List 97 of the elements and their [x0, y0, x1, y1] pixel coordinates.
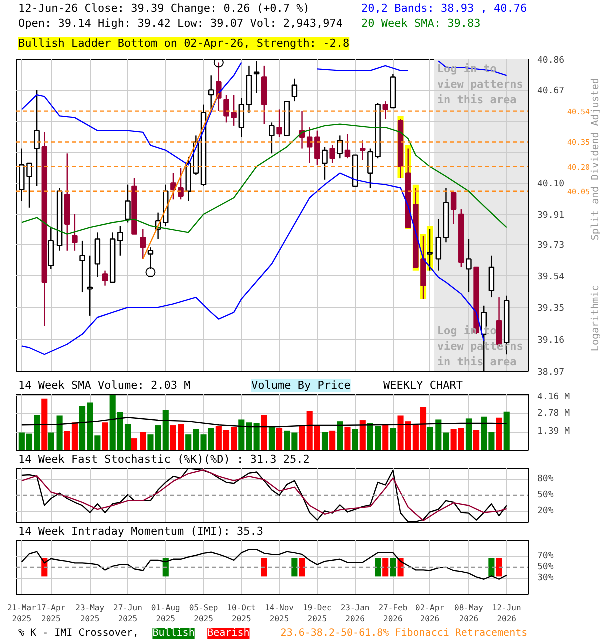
candlestick: [34, 90, 40, 188]
y-tick-label: 4.16 M: [538, 392, 571, 402]
text: Open: 39.14 High: 39.42 Low: 39.07 Vol: 2,943,974: [18, 17, 344, 30]
line-series: [21, 549, 508, 580]
bar: [330, 430, 336, 450]
bar: [322, 432, 328, 450]
y-tick-label: 50%: [538, 490, 554, 500]
y-tick-label: 40.86: [538, 56, 565, 66]
bar: [337, 422, 344, 450]
candlestick: [344, 133, 351, 160]
candlestick: [488, 255, 495, 298]
legend-title: % K - IMI Crossover,: [18, 628, 139, 639]
x-tick-label: 14-Nov 2025: [265, 604, 294, 624]
x-tick-label: 27-Feb 2026: [378, 604, 408, 624]
y-tick-label: 38.97: [538, 368, 565, 378]
chart-title: 14 Week SMA Volume: 2.03 M: [18, 379, 192, 392]
bar: [42, 398, 48, 450]
y-tick-label: 80%: [538, 474, 554, 484]
text: 12-Jun-26 Close: 39.39 Change: 0.26 (+0.7 %): [18, 2, 310, 15]
bar: [140, 432, 146, 450]
candlestick: [72, 214, 78, 252]
candlestick: [322, 146, 328, 181]
text: 20,2 Bands: 38.93 , 40.76: [362, 2, 528, 15]
bar: [390, 428, 396, 450]
bar: [261, 415, 268, 450]
x-tick-label: 17-Apr 2025: [36, 604, 66, 624]
x-tick-label: 10-Oct 2025: [227, 604, 256, 624]
candlestick: [436, 218, 442, 272]
x-tick-label: 23-May 2025: [76, 604, 105, 624]
y-tick-label: 50%: [538, 562, 554, 572]
bar: [102, 422, 108, 450]
x-tick-label: 02-Apr 2026: [416, 604, 445, 624]
chart-title: Bullish Ladder Bottom on 02-Apr-26, Strength: -2.8: [18, 37, 350, 50]
candlestick: [314, 130, 320, 166]
candlestick: [102, 270, 108, 286]
bar: [360, 420, 366, 450]
candlestick: [269, 122, 275, 154]
y-tick-label: 39.16: [538, 336, 565, 346]
bar: [382, 424, 389, 450]
y-tick-label: 39.54: [538, 272, 565, 282]
y-tick-label: 30%: [538, 573, 554, 584]
bar: [56, 416, 63, 450]
chart-title: 14 Week Intraday Momentum (IMI): 35.3: [18, 525, 264, 538]
candlestick: [118, 225, 124, 256]
bar: [426, 426, 434, 450]
candlestick: [208, 75, 214, 110]
candlestick: [360, 140, 366, 161]
y-tick-label: 39.73: [538, 240, 565, 251]
bar: [466, 418, 472, 450]
bar: [504, 412, 510, 450]
text: Bullish: [152, 628, 195, 639]
candlestick: [238, 98, 245, 138]
candlestick: [292, 78, 298, 102]
text: 23.6-38.2-50-61.8% Fibonacci Retracements: [280, 628, 528, 639]
candlestick: [276, 109, 282, 138]
text: WEEKLY CHART: [384, 379, 464, 392]
candlestick: [330, 144, 336, 164]
text: 20 Week SMA: 39.83: [362, 17, 481, 30]
line-series: [21, 124, 508, 235]
candlestick: [382, 100, 388, 120]
candlestick: [140, 228, 146, 260]
x-tick-label: 23-Jan 2026: [340, 604, 370, 624]
bar: [276, 428, 283, 450]
bar: [352, 429, 358, 450]
x-tick-label: 27-Jun 2025: [114, 604, 143, 624]
y-tick-label: 70%: [538, 552, 554, 562]
x-tick-label: 12-Jun 2026: [492, 604, 522, 624]
bar: [344, 426, 351, 450]
candlestick: [87, 255, 93, 317]
x-tick-label: 01-Aug 2025: [151, 604, 181, 624]
candlestick: [450, 192, 457, 225]
y-tick-label: 39.35: [538, 304, 565, 314]
candlestick: [466, 238, 472, 294]
candlestick: [216, 62, 222, 112]
y-tick-label: 2.78 M: [538, 408, 571, 419]
candlestick: [80, 240, 86, 294]
y-tick-label: 40.10: [538, 180, 565, 190]
text: Bearish: [208, 628, 250, 639]
y-tick-label: 39.91: [538, 210, 565, 221]
x-tick-label: 05-Sep 2025: [189, 604, 218, 624]
bar: [131, 438, 138, 450]
x-tick-label: 19-Dec 2025: [302, 604, 332, 624]
bar: [48, 432, 54, 450]
candlestick: [125, 184, 131, 224]
chart-title: 14 Week Fast Stochastic (%K)(%D) : 31.3 25.2: [18, 453, 310, 466]
text: Volume By Price: [252, 379, 351, 392]
y-tick-label: 40.67: [538, 86, 565, 97]
line-series: [21, 417, 508, 428]
bar: [496, 418, 502, 450]
x-tick-label: 21-Mar 2025: [7, 604, 37, 624]
bar: [268, 426, 275, 450]
candlestick: [306, 126, 313, 164]
y-tick-label: 20%: [538, 506, 554, 517]
candlestick: [337, 135, 344, 160]
x-tick-label: 08-May 2026: [454, 604, 484, 624]
bar: [474, 430, 480, 450]
y-tick-label: 1.39 M: [538, 427, 571, 438]
